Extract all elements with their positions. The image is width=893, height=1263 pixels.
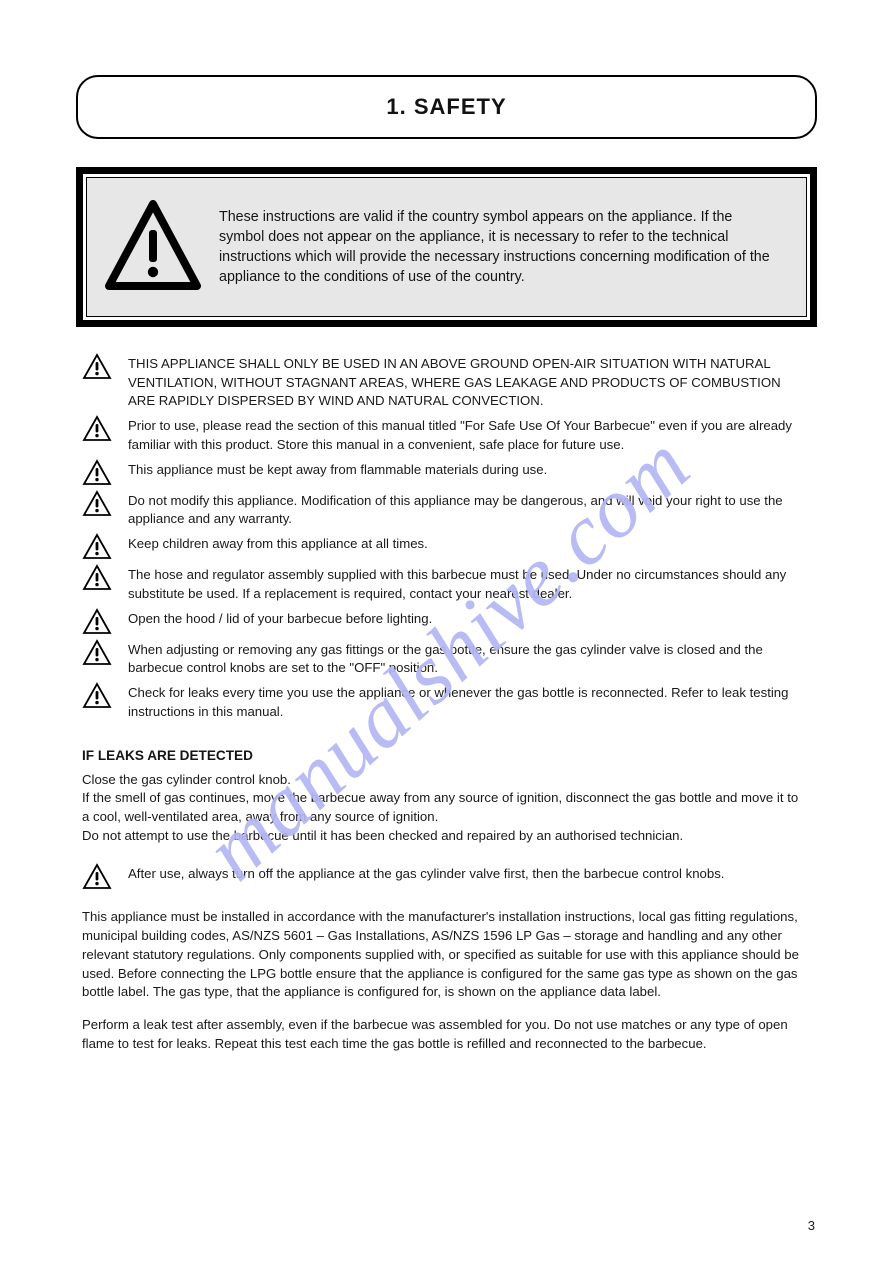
- page-number: 3: [808, 1218, 815, 1233]
- safety-rule-text: The hose and regulator assembly supplied…: [128, 564, 809, 603]
- leak-subheading: IF LEAKS ARE DETECTED: [76, 748, 817, 763]
- safety-rule: After use, always turn off the appliance…: [82, 863, 809, 890]
- safety-rule: Keep children away from this appliance a…: [82, 533, 809, 560]
- safety-rule-text: Open the hood / lid of your barbecue bef…: [128, 608, 809, 629]
- safety-rules-list: THIS APPLIANCE SHALL ONLY BE USED IN AN …: [76, 353, 817, 726]
- safety-rule: THIS APPLIANCE SHALL ONLY BE USED IN AN …: [82, 353, 809, 411]
- safety-rule-text: When adjusting or removing any gas fitti…: [128, 639, 809, 678]
- compliance-paragraph: This appliance must be installed in acco…: [76, 908, 817, 1002]
- safety-rule: Check for leaks every time you use the a…: [82, 682, 809, 721]
- cylinder-rule-block: After use, always turn off the appliance…: [76, 863, 817, 894]
- warning-triangle-small-icon: [82, 415, 116, 442]
- leak-steps: Close the gas cylinder control knob. If …: [76, 771, 817, 846]
- warning-triangle-small-icon: [82, 863, 116, 890]
- warning-triangle-icon: [105, 200, 201, 295]
- safety-rule: This appliance must be kept away from fl…: [82, 459, 809, 486]
- warning-triangle-small-icon: [82, 353, 116, 380]
- safety-rule: When adjusting or removing any gas fitti…: [82, 639, 809, 678]
- warning-triangle-small-icon: [82, 533, 116, 560]
- safety-rule: Open the hood / lid of your barbecue bef…: [82, 608, 809, 635]
- safety-rule-text: THIS APPLIANCE SHALL ONLY BE USED IN AN …: [128, 353, 809, 411]
- safety-rule: Prior to use, please read the section of…: [82, 415, 809, 454]
- safety-rule-text: Check for leaks every time you use the a…: [128, 682, 809, 721]
- warning-triangle-small-icon: [82, 682, 116, 709]
- warning-triangle-small-icon: [82, 639, 116, 666]
- safety-rule-text: This appliance must be kept away from fl…: [128, 459, 809, 480]
- safety-rule-text: After use, always turn off the appliance…: [128, 863, 809, 884]
- safety-rule-text: Prior to use, please read the section of…: [128, 415, 809, 454]
- safety-rule-text: Keep children away from this appliance a…: [128, 533, 809, 554]
- warning-triangle-small-icon: [82, 608, 116, 635]
- leak-test-paragraph: Perform a leak test after assembly, even…: [76, 1016, 817, 1053]
- section-title-box: 1. SAFETY: [76, 75, 817, 139]
- safety-rule-text: Do not modify this appliance. Modificati…: [128, 490, 809, 529]
- section-title: 1. SAFETY: [386, 94, 506, 120]
- warning-callout-text: These instructions are valid if the coun…: [219, 207, 776, 287]
- warning-triangle-small-icon: [82, 490, 116, 517]
- warning-callout: These instructions are valid if the coun…: [76, 167, 817, 327]
- warning-triangle-small-icon: [82, 564, 116, 591]
- safety-rule: Do not modify this appliance. Modificati…: [82, 490, 809, 529]
- safety-rule: The hose and regulator assembly supplied…: [82, 564, 809, 603]
- warning-triangle-small-icon: [82, 459, 116, 486]
- warning-callout-inner: These instructions are valid if the coun…: [86, 177, 807, 317]
